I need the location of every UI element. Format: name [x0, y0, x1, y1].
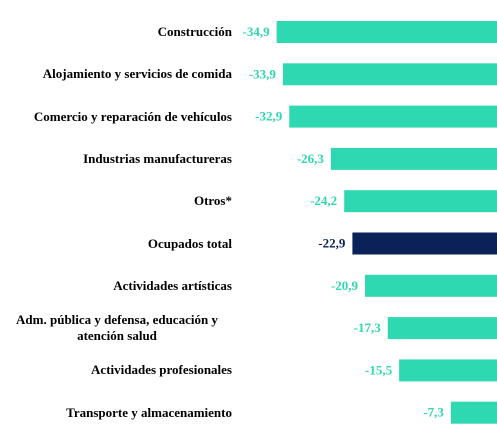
value-label: -34,9 [243, 24, 271, 39]
category-label: Otros* [193, 193, 232, 209]
category-label: Adm. pública y defensa, educación y aten… [16, 312, 218, 344]
category-label: Actividades artísticas [113, 277, 232, 293]
value-label: -33,9 [249, 66, 277, 81]
value-label: -15,5 [365, 362, 393, 377]
value-label: -17,3 [354, 320, 382, 335]
value-label: -20,9 [331, 278, 359, 293]
value-label: -26,3 [297, 151, 325, 166]
bar [450, 401, 497, 424]
bar [352, 232, 497, 255]
category-label: Transporte y almacenamiento [66, 404, 232, 420]
bar [387, 317, 497, 340]
bar [344, 190, 497, 213]
value-label: -32,9 [255, 109, 283, 124]
bar [276, 21, 497, 43]
bar [330, 147, 497, 170]
category-label: Ocupados total [147, 235, 232, 251]
category-label: Comercio y reparación de vehículos [33, 108, 232, 124]
bar [289, 105, 497, 128]
value-label: -24,2 [310, 193, 337, 208]
category-label: Actividades profesionales [91, 362, 232, 378]
bar [365, 274, 497, 297]
category-label: Alojamiento y servicios de comida [42, 66, 232, 82]
value-label: -7,3 [423, 405, 444, 420]
value-label: -22,9 [318, 235, 346, 250]
bar [282, 63, 497, 86]
bar [399, 359, 497, 382]
category-label: Construcción [157, 24, 232, 39]
category-label: Industrias manufactureras [83, 150, 232, 166]
